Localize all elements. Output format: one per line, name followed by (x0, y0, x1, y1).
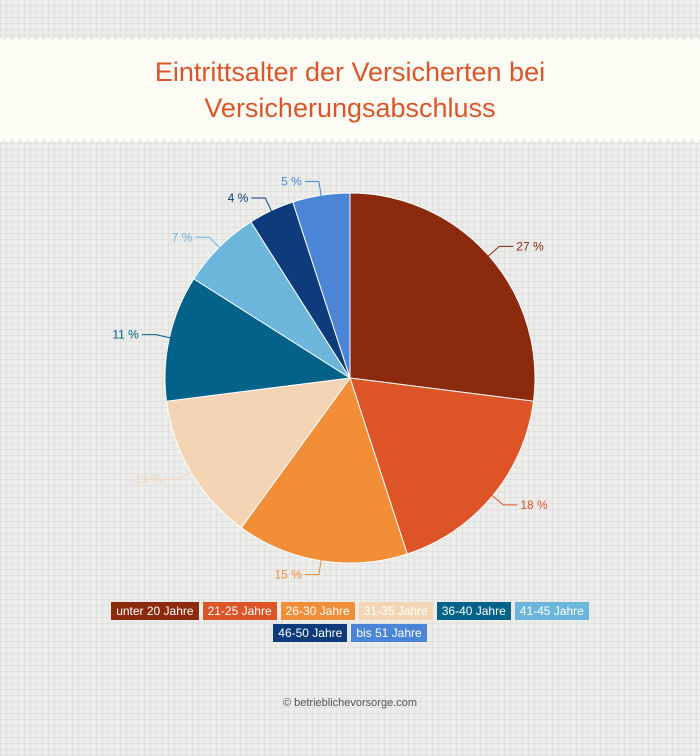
data-label-6: 7 % (172, 230, 193, 244)
chart-title: Eintrittsalter der Versicherten bei Vers… (0, 54, 700, 126)
legend-item-3: 26-30 Jahre (280, 602, 355, 620)
legend: unter 20 Jahre 21-25 Jahre 26-30 Jahre 31-3… (0, 602, 700, 646)
leader-line-5 (141, 334, 172, 339)
leader-line-7 (251, 197, 273, 213)
legend-row: unter 20 Jahre 21-25 Jahre 26-30 Jahre 31-3… (0, 602, 700, 620)
chart-title-line-1: Eintrittsalter der Versicherten bei (154, 57, 546, 87)
leader-line-6 (195, 236, 221, 249)
banner-zigzag-bottom (0, 135, 700, 143)
pie-slice-1 (349, 192, 536, 402)
banner-zigzag-top (0, 37, 700, 45)
data-label-7: 4 % (228, 191, 249, 205)
pie-chart: 27 % 18 % 15 % 13 % 11 % 7 % 4 % 5 % (112, 174, 548, 582)
data-label-4: 13 % (134, 472, 162, 486)
legend-item-8: bis 51 Jahre (351, 624, 427, 642)
leader-line-2 (490, 494, 518, 506)
legend-item-7: 46-50 Jahre (273, 624, 348, 642)
legend-row: 46-50 Jahre bis 51 Jahre (0, 624, 700, 642)
data-label-3: 15 % (275, 568, 303, 582)
data-label-8: 5 % (281, 174, 302, 188)
legend-item-2: 21-25 Jahre (202, 602, 277, 620)
data-label-1: 27 % (516, 239, 544, 253)
legend-item-1: unter 20 Jahre (111, 602, 199, 620)
legend-item-4: 31-35 Jahre (358, 602, 433, 620)
leader-line-4 (164, 470, 193, 480)
chart-title-line-2: Versicherungsabschluss (204, 93, 496, 123)
data-label-2: 18 % (520, 498, 548, 512)
legend-item-6: 41-45 Jahre (514, 602, 589, 620)
title-banner: Eintrittsalter der Versicherten bei Vers… (0, 37, 700, 143)
leader-line-1 (486, 245, 514, 258)
data-label-5: 11 % (112, 328, 139, 342)
leader-line-3 (304, 558, 322, 576)
legend-item-5: 36-40 Jahre (436, 602, 511, 620)
leader-line-8 (304, 180, 322, 198)
copyright-footer: © betrieblichevorsorge.com (282, 697, 418, 709)
